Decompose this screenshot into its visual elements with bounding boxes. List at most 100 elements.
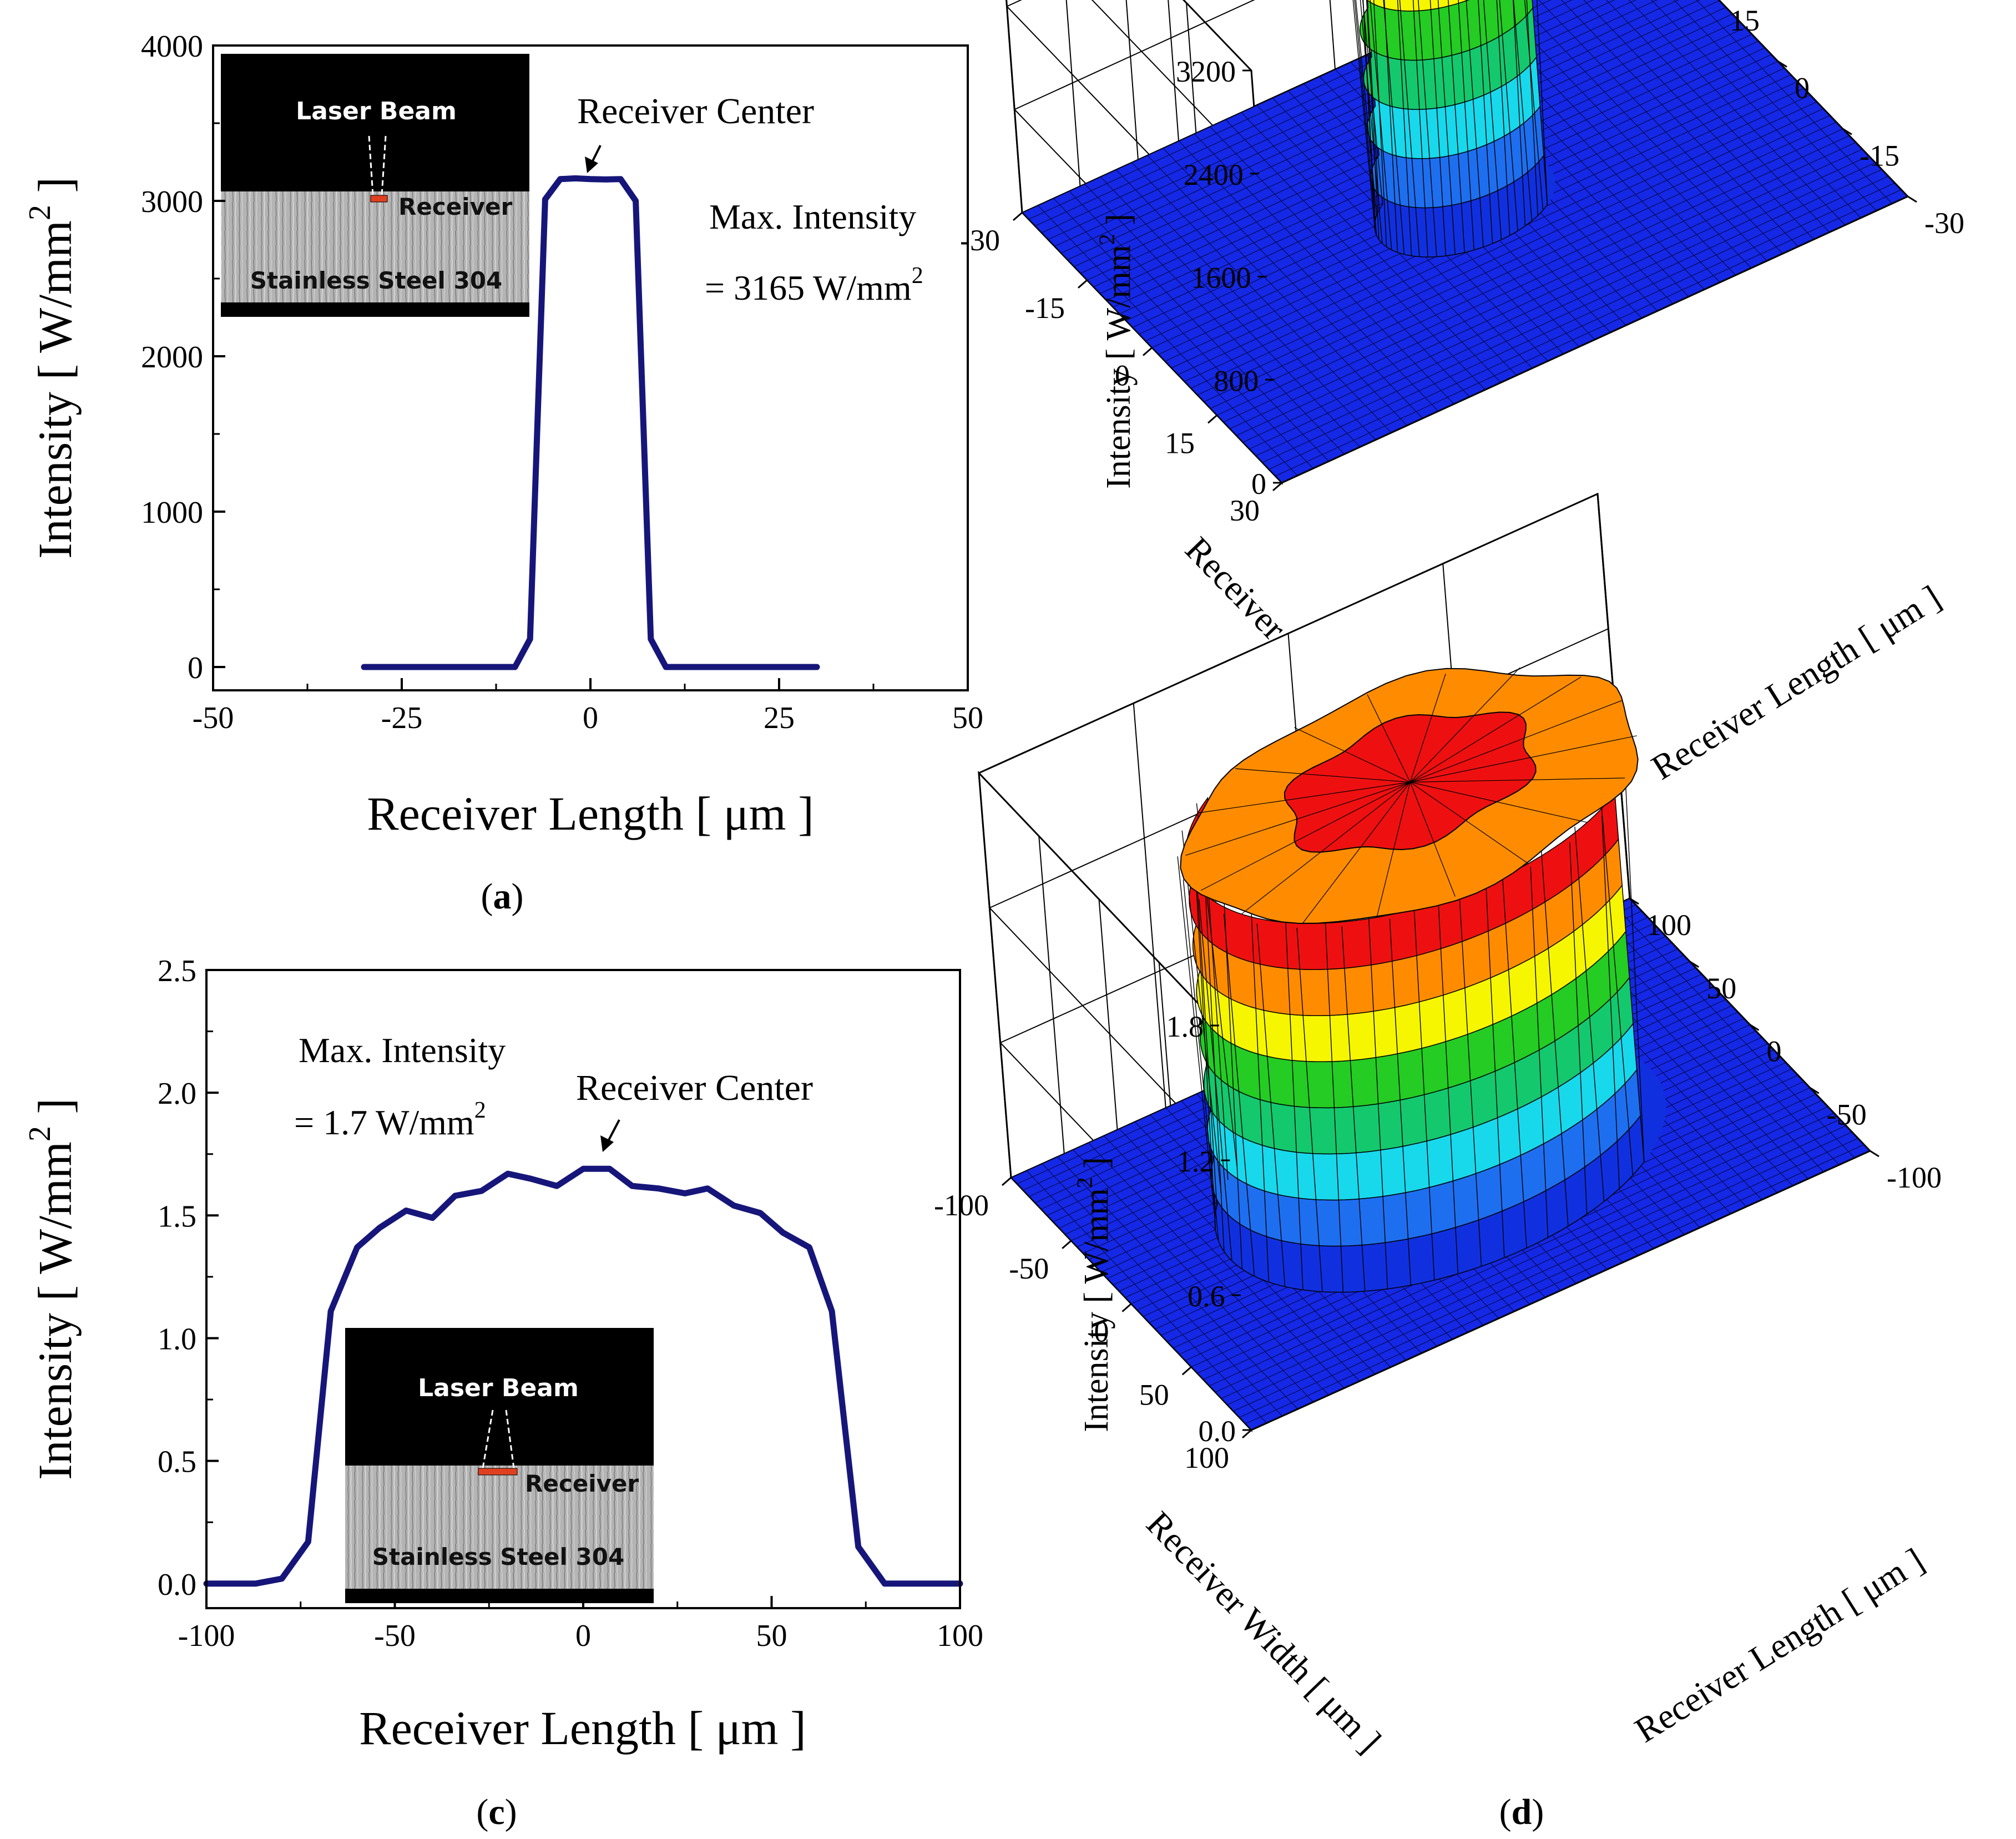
y-tick-label-d: -50 (1009, 1252, 1049, 1285)
panel-c: Laser Beam Receiver Stainless Steel 304 … (23, 954, 983, 1832)
surface-mesh (1458, 0, 1474, 250)
receiver-mark (370, 195, 388, 203)
surface-mesh (1383, 0, 1405, 255)
x-tick-label-c: -100 (178, 1619, 235, 1653)
annotation-max-value: = 1.7 W/mm2 (294, 1098, 486, 1142)
y-tick-label-c: 0.5 (158, 1445, 196, 1479)
y-tick-b (1078, 279, 1088, 289)
surface-mesh (1502, 872, 1527, 1249)
arrow-head-a (585, 156, 598, 173)
x-tick-label-b: -15 (1860, 139, 1899, 172)
x-tick-label-d: 0 (1767, 1035, 1782, 1068)
z-axis-label-d: Intensity [ W/mm2 ] (1072, 1157, 1115, 1432)
annotation-max-intensity: Max. Intensity (299, 1030, 506, 1070)
x-tick-label-b: 15 (1730, 4, 1760, 37)
inset-c: Laser Beam Receiver Stainless Steel 304 (345, 1328, 654, 1603)
surface-mesh (1389, 918, 1412, 1285)
y-tick-label-a: 1000 (141, 496, 203, 530)
cap-mesh (1185, 781, 1411, 856)
inset-steel-region (345, 1466, 654, 1589)
inset-laser-region (345, 1328, 654, 1466)
surface-mesh (1383, 0, 1398, 252)
z-tick-label-d: 0.0 (1199, 1414, 1236, 1448)
x-tick-label-c: 100 (937, 1619, 983, 1653)
surface-mesh (1513, 0, 1533, 221)
x-tick-label-a: 50 (952, 701, 983, 735)
surface-mesh (1448, 0, 1465, 253)
surface-mesh (1513, 0, 1526, 226)
annotation-receiver-center: Receiver Center (576, 1068, 813, 1108)
plot-frame-a (212, 44, 969, 691)
y-tick-label-d: 0 (1094, 1315, 1109, 1348)
grid-line (1183, 0, 1252, 71)
surface-band-d (1185, 792, 1619, 970)
cap-mesh (1409, 782, 1456, 897)
surface-mesh (1251, 911, 1270, 1282)
surface-mesh (1368, 915, 1388, 1289)
surface-mesh (1223, 913, 1255, 1276)
floor-mesh (1651, 0, 1861, 219)
x-tick-d (1749, 1024, 1760, 1031)
cap-mesh (1376, 782, 1411, 918)
y-tick-label-d: 100 (1184, 1441, 1229, 1474)
surface-mesh (1625, 787, 1645, 1162)
inset-bottom-bar (345, 1589, 654, 1603)
surface-mesh (1412, 0, 1428, 257)
floor-mesh (1041, 0, 1552, 234)
x-tick-label-d: -100 (1887, 1161, 1942, 1194)
x-tick-label-a: -25 (381, 701, 423, 735)
inset-a: Laser Beam Receiver Stainless Steel 304 (221, 54, 529, 317)
inset-steel-region (221, 191, 529, 302)
surface-mesh (1524, 0, 1544, 210)
surface-mesh (1194, 840, 1217, 1206)
surface-mesh (1530, 867, 1549, 1238)
surface-mesh (1526, 0, 1538, 216)
y-tick-d (1121, 1303, 1132, 1312)
surface-mesh (1194, 863, 1216, 1231)
panel-label-a: (a) (481, 876, 524, 917)
surface-mesh (1540, 851, 1569, 1226)
y-tick-label-b: 15 (1165, 426, 1195, 459)
y-tick-d (1242, 1429, 1252, 1439)
surface-mesh (1499, 0, 1518, 231)
surface-mesh (1224, 899, 1243, 1270)
panel-d: 0.0 0.6 1.2 1.8 -100 -50 0 50 100 100 50 0 -50 -100 I… (934, 492, 1942, 1832)
box-edge (1251, 1150, 1871, 1431)
floor-mesh (1598, 912, 1840, 1165)
surface-mesh (1370, 0, 1392, 250)
panel-label-c: (c) (476, 1792, 517, 1832)
surface-mesh (1373, 0, 1387, 247)
y-tick-d (1002, 1176, 1012, 1186)
surface-mesh (1496, 0, 1510, 236)
surface-mesh (1352, 0, 1375, 226)
beam-line-right (381, 135, 387, 196)
cap-mesh (1409, 673, 1446, 782)
floor-mesh (1538, 0, 1783, 254)
panel-a: Laser Beam Receiver Stainless Steel 304 … (23, 29, 983, 917)
x-tick-d (1809, 1087, 1820, 1094)
x-axis-label-b: Receiver Length [ μm ] (1645, 578, 1948, 787)
x-tick-label-d: 50 (1706, 972, 1736, 1005)
surface-mesh (1399, 0, 1420, 257)
x-tick-label-c: -50 (374, 1619, 416, 1653)
cap-mesh (1410, 777, 1625, 783)
y-tick-label-b: 30 (1230, 494, 1260, 527)
cap-mesh (1241, 782, 1411, 915)
surface-mesh (1177, 856, 1216, 1219)
floor-mesh (1583, 0, 1815, 240)
y-tick-label-b: -15 (1025, 291, 1065, 325)
z-tick-label-b: 0 (1251, 467, 1266, 501)
annotation-max-value: = 3165 W/mm2 (705, 263, 923, 307)
y-tick-b (1143, 347, 1153, 356)
floor-mesh (1696, 0, 1893, 204)
x-tick-b (1907, 195, 1917, 203)
x-axis-label-d: Receiver Length [ μm ] (1628, 1540, 1931, 1750)
x-tick-d (1629, 897, 1639, 905)
x-tick-b (1777, 60, 1787, 68)
inset-steel-label: Stainless Steel 304 (372, 1543, 624, 1570)
surface-mesh (1181, 830, 1222, 1194)
surface-mesh (1574, 826, 1605, 1202)
surface-mesh (1325, 918, 1344, 1292)
receiver-mark (478, 1468, 518, 1476)
